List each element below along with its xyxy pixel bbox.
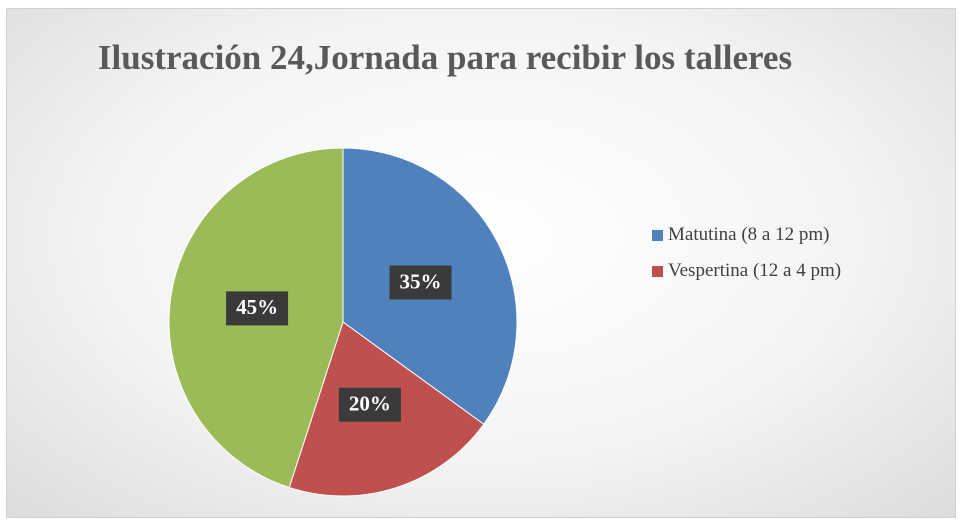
legend-label: Matutina (8 a 12 pm) [668, 224, 830, 245]
legend: Matutina (8 a 12 pm) Vespertina (12 a 4 p… [652, 222, 902, 294]
chart-title: Ilustración 24,Jornada para recibir los … [97, 38, 793, 77]
data-label: 45% [236, 295, 278, 319]
data-label: 35% [400, 269, 442, 293]
legend-item: Matutina (8 a 12 pm) [652, 222, 902, 248]
data-label-box [226, 291, 289, 326]
legend-label: Vespertina (12 a 4 pm) [668, 260, 842, 281]
data-label: 20% [349, 392, 391, 416]
legend-item: Vespertina (12 a 4 pm) [652, 258, 902, 284]
legend-swatch [652, 266, 663, 277]
data-label-box [389, 265, 452, 300]
data-label-box [338, 387, 401, 422]
legend-swatch [652, 230, 663, 241]
